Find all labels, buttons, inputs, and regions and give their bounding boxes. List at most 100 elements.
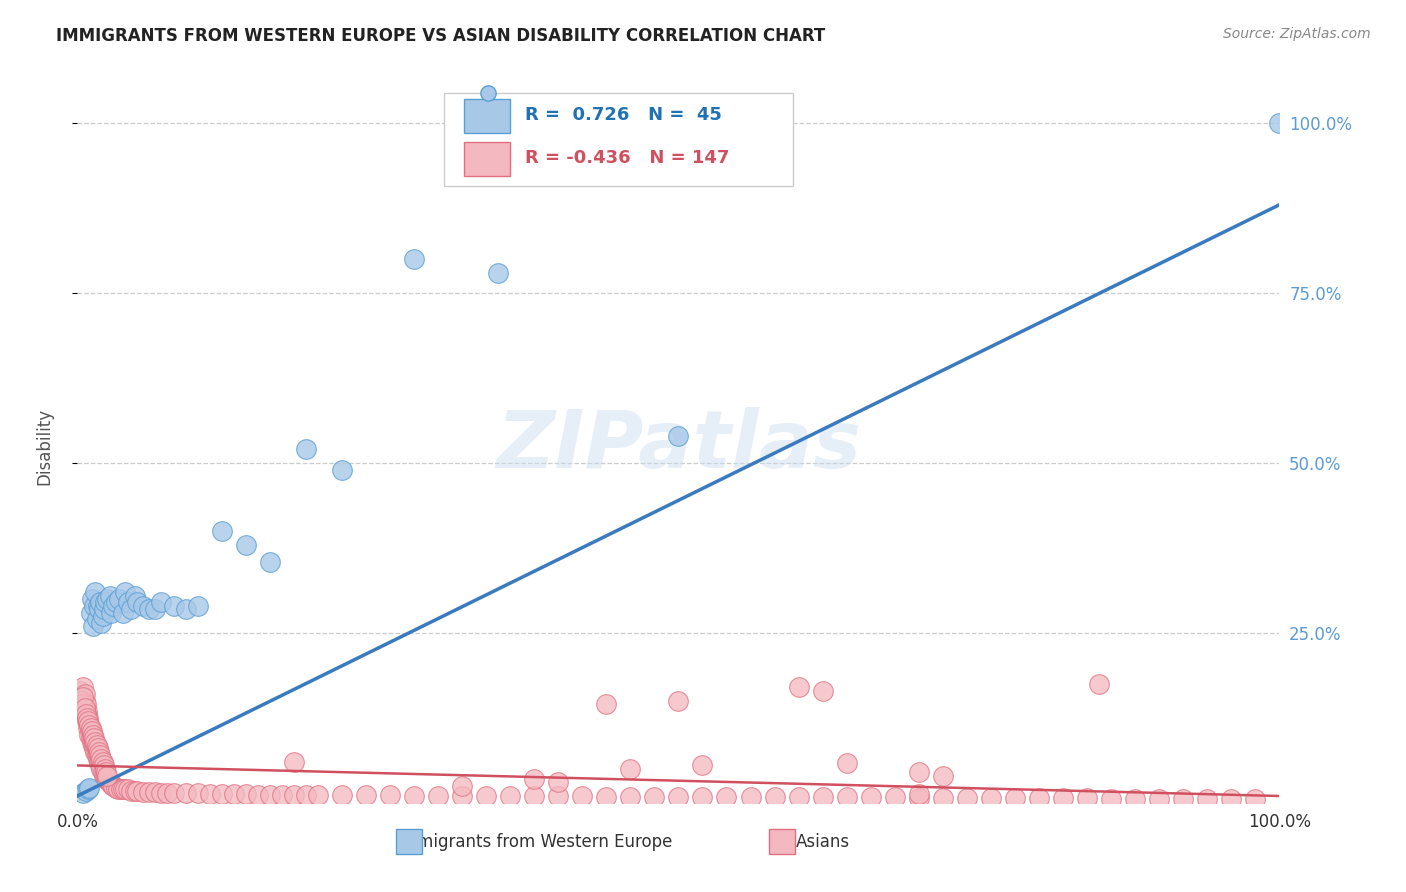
Point [86,741,108,756]
Point [956,791,979,805]
Point [90,615,112,630]
Point [883,790,905,805]
Point [595,698,617,712]
Point [619,762,641,776]
Point [73,700,96,714]
Point [114,782,136,797]
Point [77,711,100,725]
Point [668,429,690,443]
Point [108,591,131,606]
Point [198,787,221,801]
Point [486,266,509,280]
Point [91,755,114,769]
Point [692,758,714,772]
Point [1149,791,1171,805]
Point [90,751,112,765]
Point [111,606,134,620]
Point [94,762,117,776]
Point [595,789,617,804]
Point [94,770,117,784]
Point [77,721,100,735]
Point [80,591,103,606]
Point [270,788,292,802]
Point [1028,791,1050,805]
Point [1244,791,1267,805]
Point [87,602,110,616]
Point [145,785,167,799]
Point [932,791,955,805]
Point [89,751,111,765]
Point [235,787,257,801]
Point [451,779,474,793]
Point [87,748,110,763]
Point [82,731,104,746]
Point [523,772,546,786]
Point [138,602,160,616]
Point [156,786,179,800]
Point [186,786,209,800]
Point [307,789,329,803]
Point [259,788,281,802]
FancyBboxPatch shape [464,142,510,176]
Point [1173,791,1195,805]
Point [787,790,810,805]
Point [117,782,139,797]
Point [100,606,122,620]
Text: Source: ZipAtlas.com: Source: ZipAtlas.com [1223,27,1371,41]
Point [1076,791,1098,805]
Point [124,589,146,603]
Point [1197,791,1219,805]
Point [93,602,115,616]
Point [1099,791,1122,805]
Point [75,707,97,722]
Point [75,698,97,712]
Point [96,772,118,786]
Point [98,775,121,789]
Point [908,787,931,801]
Point [150,786,173,800]
Point [73,694,96,708]
Point [643,789,665,804]
Point [91,608,114,623]
Point [127,595,149,609]
Point [96,765,118,780]
Point [93,758,115,772]
Point [835,756,858,771]
Point [402,789,425,803]
FancyBboxPatch shape [464,99,510,133]
Point [76,704,98,718]
Point [107,782,129,797]
Point [378,789,401,803]
Point [523,789,546,803]
Point [96,591,118,606]
Point [174,602,197,616]
Point [222,787,245,801]
Point [120,783,142,797]
Point [294,788,316,802]
Point [571,789,593,803]
Point [86,612,108,626]
Point [932,769,955,783]
Point [93,769,115,783]
Point [908,765,931,780]
Point [1268,116,1291,130]
Point [76,711,98,725]
Point [235,537,257,551]
Point [80,728,103,742]
Point [82,738,104,752]
Point [117,595,139,609]
Point [75,783,97,797]
Point [80,724,103,739]
Point [835,790,858,805]
Point [211,524,233,538]
Point [330,463,353,477]
Point [87,741,110,756]
Point [77,782,100,797]
Point [91,765,114,780]
Text: ZIPatlas: ZIPatlas [496,407,860,485]
Point [145,602,167,616]
Point [354,789,377,803]
Point [79,728,101,742]
Point [174,786,197,800]
Point [811,790,834,805]
